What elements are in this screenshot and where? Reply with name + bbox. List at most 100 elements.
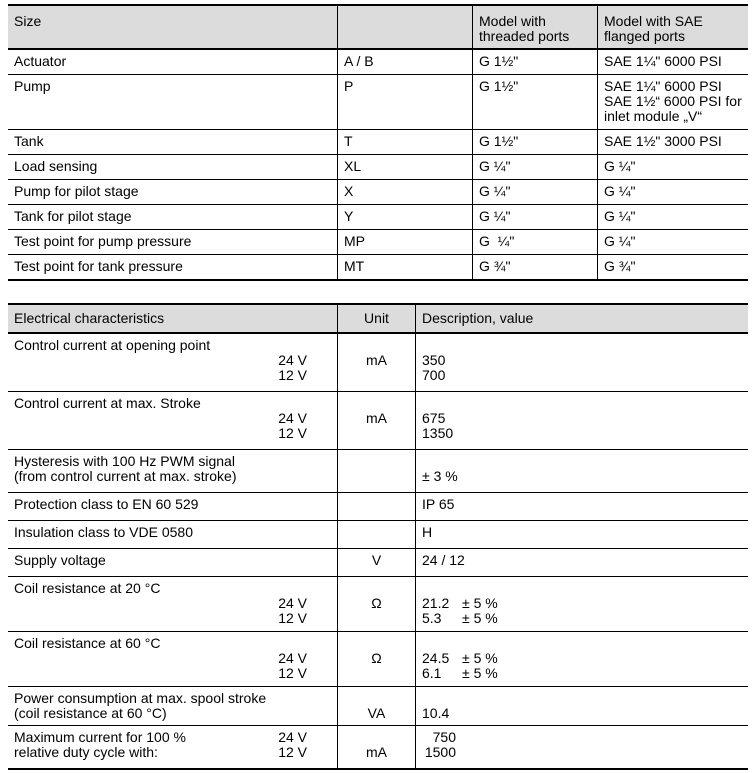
- voltage-24v: 24 V: [278, 410, 307, 426]
- characteristic-label-line1: Maximum current for 100 %: [14, 729, 186, 745]
- cell-characteristic: Control current at max. Stroke 24 V 12 V: [8, 392, 337, 449]
- value-24v: 750: [422, 730, 742, 745]
- cell-value: 10.4: [415, 687, 748, 725]
- voltage-24v: 24 V: [278, 595, 307, 611]
- voltage-24v: 24 V: [278, 650, 307, 666]
- cell-characteristic: Protection class to EN 60 529: [14, 496, 199, 512]
- tolerance: ± 5 %: [462, 595, 498, 611]
- cell-label: Tank: [14, 133, 44, 149]
- unit-value: Ω: [371, 650, 382, 666]
- header-cell-flanged: Model with SAE flanged ports: [597, 6, 748, 48]
- table-row-control-current-opening: Control current at opening point 24 V 12…: [8, 334, 748, 392]
- unit-value: Ω: [371, 595, 382, 611]
- characteristic-label: Control current at opening point: [14, 337, 211, 353]
- spacer: [344, 338, 409, 353]
- table-row-pump: Pump P G 1½" SAE 1¼" 6000 PSI SAE 1½“ 60…: [8, 75, 748, 130]
- header-cell-unit: Unit: [337, 305, 415, 332]
- cell-threaded: G ¼": [472, 155, 597, 179]
- cell-flanged: G ¼": [597, 205, 748, 229]
- table-row-load-sensing: Load sensing XL G ¼" G ¼": [8, 155, 748, 180]
- cell-threaded: G ¼": [472, 230, 597, 254]
- cell-unit: mA: [337, 726, 415, 768]
- table-row-pump-pilot: Pump for pilot stage X G ¼" G ¼": [8, 180, 748, 205]
- characteristic-label-line2: (from control current at max. stroke): [14, 468, 237, 484]
- cell-flanged: SAE 1¼" 6000 PSI SAE 1½“ 6000 PSI for in…: [597, 75, 748, 129]
- spacer: [422, 396, 742, 411]
- cell-threaded: G 1½": [472, 75, 597, 129]
- cell-threaded: G 1½": [472, 50, 597, 74]
- characteristic-label: Control current at max. Stroke: [14, 395, 201, 411]
- table-row-protection-class: Protection class to EN 60 529 IP 65: [8, 493, 748, 521]
- spacer: [344, 396, 409, 411]
- flanged-line-2: SAE 1½“ 6000 PSI for: [604, 93, 742, 109]
- cell-label: Pump: [14, 78, 51, 94]
- cell-value: 24 / 12: [415, 549, 748, 576]
- characteristic-label-line1: Hysteresis with 100 Hz PWM signal: [14, 453, 235, 469]
- cell-flanged: G ¼": [597, 155, 748, 179]
- cell-value: 750 1500: [415, 726, 748, 768]
- cell-code: P: [337, 75, 472, 129]
- cell-threaded: G ¾": [472, 255, 597, 279]
- cell-characteristic: Insulation class to VDE 0580: [14, 524, 193, 540]
- cell-value: 24.5 ± 5 % 6.1 ± 5 %: [415, 632, 748, 686]
- table-row-coil-resistance-60: Coil resistance at 60 °C 24 V 12 V Ω 24.…: [8, 632, 748, 687]
- value-12v: 700: [422, 367, 446, 383]
- characteristic-line1: Maximum current for 100 % 24 V: [14, 730, 331, 745]
- cell-code: X: [337, 180, 472, 204]
- cell-characteristic: Control current at opening point 24 V 12…: [8, 334, 337, 391]
- characteristic-label-line2: relative duty cycle with:: [14, 744, 158, 760]
- cell-unit: [337, 521, 415, 548]
- cell-label: Tank for pilot stage: [14, 208, 132, 224]
- value-12v: 5.3 ± 5 %: [422, 611, 742, 626]
- value-24v: 24.5 ± 5 %: [422, 651, 742, 666]
- characteristic-label: Coil resistance at 60 °C: [14, 635, 161, 651]
- cell-value: 675 1350: [415, 392, 748, 449]
- cell-label: Test point for tank pressure: [14, 258, 183, 274]
- spacer: [422, 338, 742, 353]
- electrical-table-header-row: Electrical characteristics Unit Descript…: [8, 305, 748, 334]
- cell-label: Test point for pump pressure: [14, 233, 192, 249]
- table-row-hysteresis: Hysteresis with 100 Hz PWM signal (from …: [8, 450, 748, 493]
- value-24v: 350: [422, 352, 446, 368]
- cell-threaded: G ¼": [472, 180, 597, 204]
- table-row-test-pump: Test point for pump pressure MP G ¼" G ¼…: [8, 230, 748, 255]
- spacer: [422, 636, 742, 651]
- spacer: [344, 581, 409, 596]
- electrical-table: Electrical characteristics Unit Descript…: [8, 303, 748, 770]
- table-row-tank: Tank T G 1½" SAE 1½" 3000 PSI: [8, 130, 748, 155]
- value: 10.4: [422, 705, 450, 721]
- voltage-12v: 12 V: [278, 367, 307, 383]
- cell-unit: mA: [337, 392, 415, 449]
- voltage-24v: 24 V: [278, 729, 307, 745]
- cell-characteristic: Maximum current for 100 % 24 V relative …: [8, 726, 337, 768]
- resistance-value: 5.3: [422, 610, 442, 626]
- header-cell-description: Description, value: [415, 305, 748, 332]
- cell-unit: V: [337, 549, 415, 576]
- resistance-value: 21.2: [422, 595, 450, 611]
- cell-flanged: G ¼": [597, 230, 748, 254]
- cell-code: T: [337, 130, 472, 154]
- value: ± 3 %: [422, 468, 458, 484]
- cell-unit: mA: [337, 334, 415, 391]
- header-cell-code: [337, 6, 472, 48]
- value-12v: 1350: [422, 425, 454, 441]
- cell-unit: Ω: [337, 577, 415, 631]
- cell-threaded: G ¼": [472, 205, 597, 229]
- flanged-line-1: SAE 1¼" 6000 PSI: [604, 78, 722, 94]
- cell-characteristic: Coil resistance at 20 °C 24 V 12 V: [8, 577, 337, 631]
- spacer: [344, 730, 409, 745]
- voltage-24v: 24 V: [278, 352, 307, 368]
- size-table-header-row: Size Model with threaded ports Model wit…: [8, 6, 748, 50]
- spacer: [344, 636, 409, 651]
- unit-value: VA: [367, 705, 386, 721]
- value-12v: 6.1 ± 5 %: [422, 666, 742, 681]
- cell-unit: VA: [337, 687, 415, 725]
- cell-label: Load sensing: [14, 158, 98, 174]
- cell-code: XL: [337, 155, 472, 179]
- value-24v: 21.2 ± 5 %: [422, 596, 742, 611]
- table-row-power-consumption: Power consumption at max. spool stroke (…: [8, 687, 748, 726]
- cell-value: ± 3 %: [415, 450, 748, 492]
- table-row-insulation-class: Insulation class to VDE 0580 H: [8, 521, 748, 549]
- cell-threaded: G 1½": [472, 130, 597, 154]
- cell-unit: [337, 493, 415, 520]
